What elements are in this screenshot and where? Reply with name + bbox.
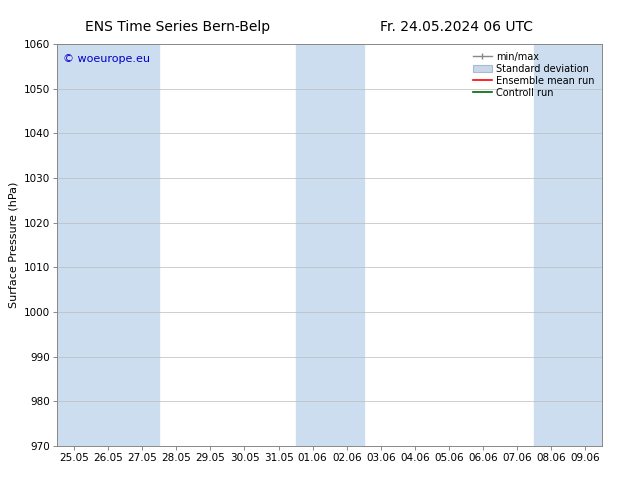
Text: ENS Time Series Bern-Belp: ENS Time Series Bern-Belp: [85, 20, 270, 34]
Bar: [534, 44, 602, 446]
Text: Fr. 24.05.2024 06 UTC: Fr. 24.05.2024 06 UTC: [380, 20, 533, 34]
Legend: min/max, Standard deviation, Ensemble mean run, Controll run: min/max, Standard deviation, Ensemble me…: [470, 49, 597, 100]
Text: © woeurope.eu: © woeurope.eu: [63, 54, 150, 64]
Bar: [295, 44, 364, 446]
Bar: [57, 44, 159, 446]
Y-axis label: Surface Pressure (hPa): Surface Pressure (hPa): [8, 182, 18, 308]
